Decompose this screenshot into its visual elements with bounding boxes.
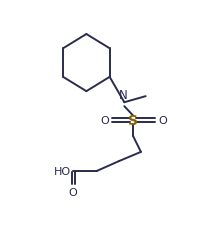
Text: N: N xyxy=(119,89,128,102)
Text: S: S xyxy=(128,113,138,127)
Text: O: O xyxy=(158,115,167,125)
Text: O: O xyxy=(69,187,78,197)
Text: HO: HO xyxy=(54,166,71,176)
Text: O: O xyxy=(100,115,109,125)
